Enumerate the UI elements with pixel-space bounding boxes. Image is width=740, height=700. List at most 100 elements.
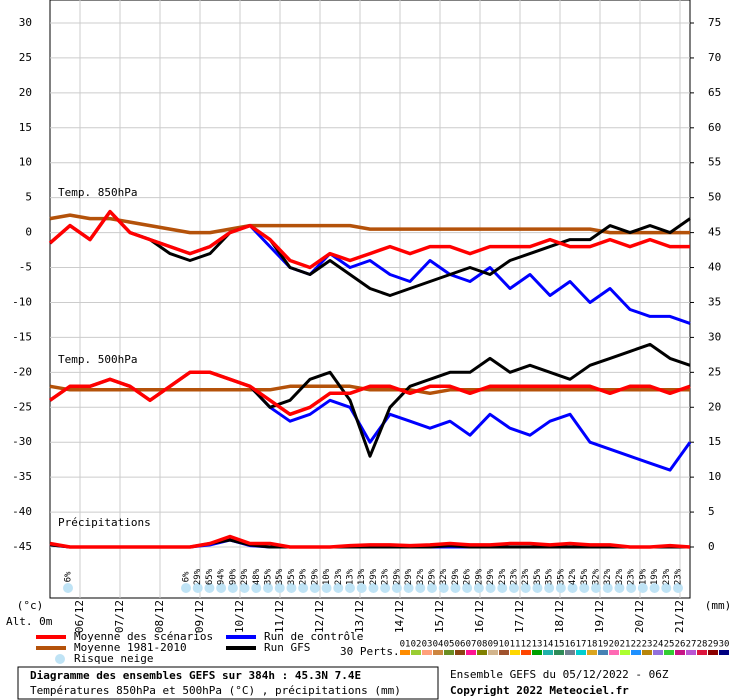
perturbation-swatch [466,650,476,655]
perturbation-swatch [642,650,652,655]
x-tick-label: 10/12 [233,600,246,633]
snow-marker [462,583,473,593]
perturbation-number: 08 [477,640,488,650]
y-tick-label: 20 [19,86,32,99]
y-tick-label: -35 [12,470,32,483]
perturbation-number: 25 [664,640,675,650]
perturbation-number: 09 [488,640,499,650]
perturbation-swatch [444,650,454,655]
series-line [49,384,690,396]
snow-marker [555,583,566,593]
altitude: Alt. 0m [6,615,53,628]
perturbation-swatch [565,650,575,655]
perturbation-swatch [455,650,465,655]
snow-marker [63,583,73,593]
snow-marker [274,583,285,593]
y2-tick-label: 25 [708,365,721,378]
perturbation-number: 11 [510,640,521,650]
snow-marker [380,583,391,593]
x-tick-label: 19/12 [593,600,606,633]
snow-risk: 23% [381,568,391,585]
snow-risk: 29% [428,568,438,585]
y2-tick-label: 45 [708,226,721,239]
plot-frame [49,0,691,599]
perturbation-swatch [400,650,410,655]
snow-marker [591,583,601,593]
snow-risk: 6% [64,571,74,582]
y-tick-label: 5 [25,191,32,204]
perturbation-number: 30 [719,640,730,650]
snow-marker [251,583,262,593]
y2-tick-label: 50 [708,191,721,204]
legend-label: Risque neige [74,652,153,665]
snow-marker [626,583,637,593]
snow-risk: 65% [205,568,215,585]
perturbation-swatch [499,650,509,655]
y-tick-label: 30 [19,16,32,29]
perturbation-number: 01 [400,640,411,650]
y2-tick-label: 60 [708,121,721,134]
snow-risk: 19% [650,568,660,585]
x-tick-label: 07/12 [113,600,126,633]
snow-risk: 23% [521,568,531,585]
series-line [49,534,691,549]
perturbation-swatch [620,650,630,655]
perturbation-swatch [422,650,432,655]
perturbation-swatch [697,650,707,655]
snow-marker [356,583,367,593]
legend-label: Run de contrôle [264,630,363,643]
y-tick-label: -40 [12,505,32,518]
y2-axis-label: (mm) [705,599,732,612]
snow-risk: 32% [592,568,602,585]
level-label: Temp. 500hPa [58,353,137,366]
y-tick-label: 10 [19,156,32,169]
y-tick-label: -10 [12,295,32,308]
snow-marker [391,583,402,593]
legend-label: Run GFS [264,641,310,654]
snow-marker [403,583,414,593]
perturbation-swatch [477,650,487,655]
snow-marker [509,583,519,593]
snow-marker [602,583,613,593]
y-axis-label: (°c) [17,599,44,612]
snow-risk: 23% [662,568,672,585]
y2-tick-label: 10 [708,470,721,483]
snow-risk: 35% [287,568,297,585]
perturbation-swatch [675,650,685,655]
perturbation-number: 26 [675,640,686,650]
y-tick-label: 25 [19,51,32,64]
perturbation-swatch [554,650,564,655]
footer-subtitle: Températures 850hPa et 500hPa (°C) , pré… [30,684,401,697]
x-tick-label: 12/12 [313,600,326,633]
snow-risk: 23% [334,568,344,585]
snow-risk: 32% [615,568,625,585]
snow-risk: 32% [603,568,613,585]
y-tick-label: -5 [19,261,32,274]
snow-marker [673,583,683,593]
snow-marker [321,583,332,593]
x-tick-label: 13/12 [353,600,366,633]
x-tick-label: 18/12 [553,600,566,633]
perturbation-swatch [532,650,542,655]
snow-risk: 35% [264,568,274,585]
y-tick-label: 15 [19,121,32,134]
footer-box [17,666,439,700]
snow-risk: 23% [627,568,637,585]
y2-tick-label: 70 [708,51,721,64]
snow-marker [204,583,215,593]
perturbation-swatch [433,650,443,655]
x-tick-label: 21/12 [673,600,686,633]
snow-risk: 29% [310,568,320,585]
y-tick-label: -20 [12,365,32,378]
snow-risk: 29% [369,568,379,585]
series-line [48,370,691,417]
snow-marker [298,583,309,593]
snow-marker [579,583,590,593]
perturbation-number: 15 [554,640,565,650]
perturbation-number: 07 [466,640,477,650]
perturbation-number: 16 [565,640,576,650]
y2-tick-label: 0 [708,540,715,553]
snow-marker [614,583,625,593]
perturbation-number: 10 [499,640,510,650]
